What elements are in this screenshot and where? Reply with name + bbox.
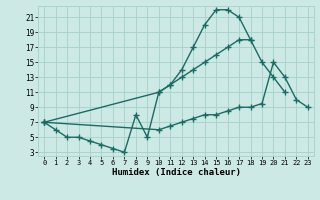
X-axis label: Humidex (Indice chaleur): Humidex (Indice chaleur) xyxy=(111,168,241,177)
